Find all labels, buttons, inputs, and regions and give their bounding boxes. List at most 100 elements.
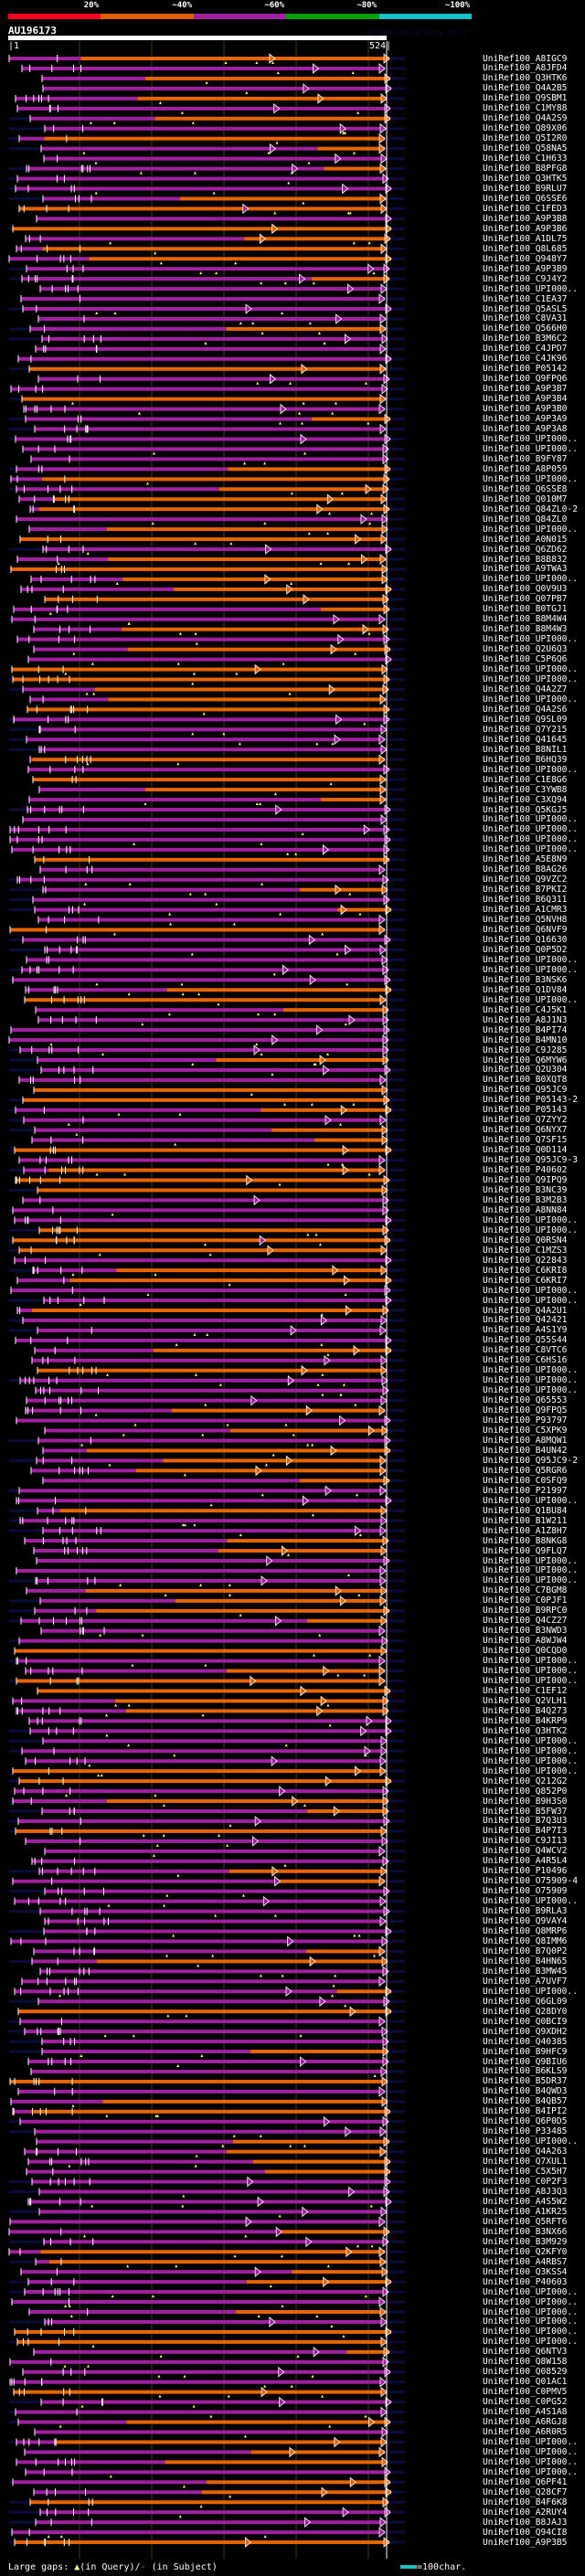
hit-label[interactable]: UniRef100_C4JK96: [483, 354, 568, 365]
hit-label[interactable]: UniRef100_A9P3B0: [483, 404, 568, 415]
hit-label[interactable]: UniRef100_UPI000..: [483, 2337, 578, 2348]
hit-label[interactable]: UniRef100_UPI000..: [483, 1986, 578, 1997]
hit-label[interactable]: UniRef100_C9JI13: [483, 1836, 568, 1847]
hit-label[interactable]: UniRef100_Q6NYX7: [483, 1125, 568, 1136]
hit-label[interactable]: UniRef100_UPI000..: [483, 443, 578, 454]
hit-label[interactable]: UniRef100_A8WJW4: [483, 1636, 568, 1647]
hit-label[interactable]: UniRef100_Q3KSS4: [483, 2266, 568, 2277]
hit-label[interactable]: UniRef100_A9P3B4: [483, 394, 568, 405]
hit-label[interactable]: UniRef100_C6KRI7: [483, 1275, 568, 1286]
hit-label[interactable]: UniRef100_Q9SL09: [483, 714, 568, 725]
hit-label[interactable]: UniRef100_A4RBS7: [483, 2256, 568, 2267]
hit-label[interactable]: UniRef100_B4PI74: [483, 1024, 568, 1035]
hit-label[interactable]: UniRef100_Q6PF41: [483, 2476, 568, 2487]
hit-label[interactable]: UniRef100_B4P7I3: [483, 1826, 568, 1837]
hit-label[interactable]: UniRef100_Q4A2S6: [483, 704, 568, 715]
hit-label[interactable]: UniRef100_Q5RFT6: [483, 2216, 568, 2227]
hit-label[interactable]: UniRef100_B4QB57: [483, 2096, 568, 2107]
hit-label[interactable]: UniRef100_UPI000..: [483, 574, 578, 585]
hit-label[interactable]: UniRef100_Q8MRP6: [483, 1926, 568, 1937]
hit-label[interactable]: UniRef100_P40602: [483, 1165, 568, 1176]
hit-label[interactable]: UniRef100_C5XPK9: [483, 1426, 568, 1436]
hit-label[interactable]: UniRef100_A4R5L4: [483, 1856, 568, 1867]
hit-label[interactable]: UniRef100_Q08529: [483, 2367, 568, 2378]
hit-label[interactable]: UniRef100_B7Q3U3: [483, 1816, 568, 1827]
hit-label[interactable]: UniRef100_UPI000..: [483, 1765, 578, 1776]
hit-label[interactable]: UniRef100_B4IPI2: [483, 2106, 568, 2117]
hit-label[interactable]: UniRef100_Q010M7: [483, 493, 568, 504]
hit-label[interactable]: UniRef100_UPI000..: [483, 1555, 578, 1566]
hit-label[interactable]: UniRef100_C5P6Q6: [483, 654, 568, 665]
hit-label[interactable]: UniRef100_UPI000..: [483, 2446, 578, 2457]
hit-label[interactable]: UniRef100_C1H633: [483, 154, 568, 164]
hit-label[interactable]: UniRef100_P33485: [483, 2126, 568, 2137]
hit-label[interactable]: UniRef100_UPI000..: [483, 694, 578, 705]
hit-label[interactable]: UniRef100_UPI000..: [483, 1295, 578, 1306]
hit-label[interactable]: UniRef100_UPI000..: [483, 1495, 578, 1506]
hit-label[interactable]: UniRef100_C9J4Y2: [483, 273, 568, 284]
hit-label[interactable]: UniRef100_Q9FPQ5: [483, 1405, 568, 1416]
hit-label[interactable]: UniRef100_A9P3B6: [483, 223, 568, 234]
hit-label[interactable]: UniRef100_Q9BIU6: [483, 2056, 568, 2067]
hit-label[interactable]: UniRef100_Q3HTK2: [483, 1725, 568, 1736]
hit-label[interactable]: UniRef100_B5FW37: [483, 1806, 568, 1817]
hit-label[interactable]: UniRef100_B0TGJ1: [483, 604, 568, 615]
hit-label[interactable]: UniRef100_Q4A2S9: [483, 113, 568, 124]
hit-label[interactable]: UniRef100_Q6ZD62: [483, 544, 568, 555]
hit-label[interactable]: UniRef100_P05142: [483, 364, 568, 375]
hit-label[interactable]: UniRef100_A9P3B7: [483, 384, 568, 395]
hit-label[interactable]: UniRef100_C4JPD7: [483, 344, 568, 355]
hit-label[interactable]: UniRef100_B3NX66: [483, 2226, 568, 2237]
hit-label[interactable]: UniRef100_Q0CQD0: [483, 1646, 568, 1657]
hit-label[interactable]: UniRef100_B9RLU7: [483, 183, 568, 194]
hit-label[interactable]: UniRef100_UPI000..: [483, 1214, 578, 1225]
hit-label[interactable]: UniRef100_B4F6K8: [483, 2496, 568, 2507]
hit-label[interactable]: UniRef100_Q0BCI9: [483, 2016, 568, 2027]
hit-label[interactable]: UniRef100_UPI000..: [483, 1285, 578, 1296]
hit-label[interactable]: UniRef100_C0SFQ9: [483, 1475, 568, 1486]
hit-label[interactable]: UniRef100_A7UVF7: [483, 1976, 568, 1987]
hit-label[interactable]: UniRef100_Q7Y215: [483, 724, 568, 735]
hit-label[interactable]: UniRef100_P05143: [483, 1105, 568, 1116]
hit-label[interactable]: UniRef100_UPI000..: [483, 964, 578, 975]
hit-label[interactable]: UniRef100_C1MZS3: [483, 1245, 568, 1256]
hit-label[interactable]: UniRef100_P05143-2: [483, 1095, 578, 1106]
hit-label[interactable]: UniRef100_A2RUY4: [483, 2507, 568, 2518]
hit-label[interactable]: UniRef100_B8B832: [483, 554, 568, 565]
hit-label[interactable]: UniRef100_UPI000..: [483, 844, 578, 855]
hit-label[interactable]: UniRef100_Q2U6Q3: [483, 644, 568, 655]
hit-label[interactable]: UniRef100_UPI000..: [483, 433, 578, 444]
hit-label[interactable]: UniRef100_B4HN65: [483, 1956, 568, 1966]
hit-label[interactable]: UniRef100_B3NSK6: [483, 974, 568, 985]
hit-label[interactable]: UniRef100_UPI000..: [483, 764, 578, 775]
hit-label[interactable]: UniRef100_B8NKG8: [483, 1535, 568, 1546]
hit-label[interactable]: UniRef100_Q5RGR6: [483, 1465, 568, 1476]
hit-label[interactable]: UniRef100_C6HS16: [483, 1355, 568, 1366]
hit-label[interactable]: UniRef100_Q6SSE8: [483, 483, 568, 494]
hit-label[interactable]: UniRef100_Q95JC9-3: [483, 1155, 578, 1166]
hit-label[interactable]: UniRef100_Q95JC9-2: [483, 1455, 578, 1466]
hit-label[interactable]: UniRef100_UPI000..: [483, 2327, 578, 2337]
hit-label[interactable]: UniRef100_UPI000..: [483, 283, 578, 294]
hit-label[interactable]: UniRef100_B8M4W3: [483, 624, 568, 635]
hit-label[interactable]: UniRef100_C0PG52: [483, 2397, 568, 2408]
hit-label[interactable]: UniRef100_Q0V9U3: [483, 584, 568, 595]
hit-label[interactable]: UniRef100_A4S1A8: [483, 2407, 568, 2418]
hit-label[interactable]: UniRef100_Q16630: [483, 934, 568, 945]
hit-label[interactable]: UniRef100_B8JAJ3: [483, 2517, 568, 2528]
hit-label[interactable]: UniRef100_B4MN10: [483, 1034, 568, 1045]
hit-label[interactable]: UniRef100_B7Q0P2: [483, 1945, 568, 1956]
hit-label[interactable]: UniRef100_UPI000..: [483, 1575, 578, 1586]
hit-label[interactable]: UniRef100_Q1DV84: [483, 984, 568, 995]
hit-label[interactable]: UniRef100_Q6NTV3: [483, 2347, 568, 2358]
hit-label[interactable]: UniRef100_UPI000..: [483, 2456, 578, 2467]
hit-label[interactable]: UniRef100_Q7SF15: [483, 1135, 568, 1146]
hit-label[interactable]: UniRef100_UPI000..: [483, 2286, 578, 2297]
hit-label[interactable]: UniRef100_UPI000..: [483, 2316, 578, 2327]
hit-label[interactable]: UniRef100_C3XQ94: [483, 794, 568, 805]
hit-label[interactable]: UniRef100_UPI000..: [483, 1745, 578, 1756]
hit-label[interactable]: UniRef100_A8P059: [483, 463, 568, 474]
hit-label[interactable]: UniRef100_B8M4W4: [483, 614, 568, 625]
hit-label[interactable]: UniRef100_P40603: [483, 2276, 568, 2287]
hit-label[interactable]: UniRef100_C0PJF1: [483, 1595, 568, 1606]
